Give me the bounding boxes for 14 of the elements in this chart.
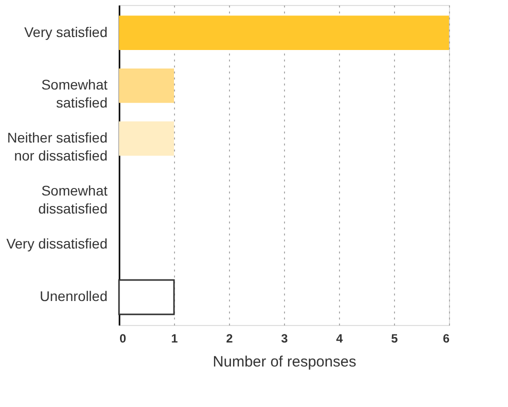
- x-tick-label: 1: [171, 332, 178, 346]
- y-tick-label: Somewhat dissatisfied: [38, 182, 108, 216]
- x-tick-label: 6: [442, 332, 450, 346]
- y-tick-label: Very dissatisfied: [6, 235, 108, 252]
- y-tick-label: Very satisfied: [24, 24, 108, 40]
- x-tick-label: 3: [281, 332, 288, 346]
- y-tick-label: Somewhat satisfied: [41, 76, 108, 111]
- x-tick-label: 4: [336, 332, 344, 346]
- x-tick-label: 2: [226, 332, 234, 346]
- y-tick-label: Unenrolled: [40, 288, 108, 304]
- x-axis-title: Number of responses: [212, 354, 356, 370]
- x-tick-label: 5: [391, 332, 398, 346]
- y-tick-label: Neither satisfied nor dissatisfied: [7, 130, 108, 164]
- x-tick-label: 0: [120, 332, 126, 346]
